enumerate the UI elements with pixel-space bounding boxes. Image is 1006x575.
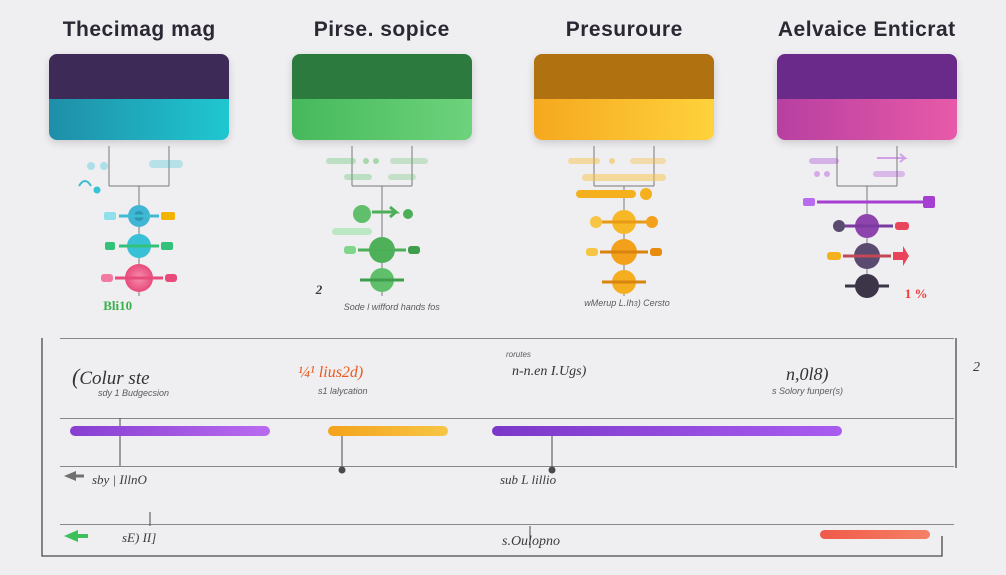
header-bottom [777,99,957,140]
col-aelvaice: Aelvaice Enticrat [758,18,977,326]
col-pirse: Pirse. sopice [273,18,492,326]
stem-area: Bli10 [49,146,229,326]
right-tick: 2 [973,360,980,376]
sub-label: wMerup L.Ih3) Cersto [584,298,669,308]
stem-svg [49,146,229,326]
header-top [49,54,229,99]
col-thecimag: Thecimag mag [30,18,249,326]
sub-label: Sode l wifford hands fos [344,302,440,312]
header-box [534,54,714,140]
header-bottom [292,99,472,140]
stem-area: 1 % [777,146,957,326]
header-bottom [49,99,229,140]
value-label: 2 [316,282,323,298]
header-box [777,54,957,140]
col-title: Presuroure [566,18,683,42]
value-label: Bli10 [103,298,132,314]
header-top [534,54,714,99]
col-title: Aelvaice Enticrat [778,18,956,42]
header-bottom [534,99,714,140]
stem-area: 2 Sode l wifford hands fos [292,146,472,326]
columns-wrap: Thecimag mag [0,0,1006,326]
header-box [292,54,472,140]
stem-svg [777,146,957,326]
col-title: Pirse. sopice [314,18,450,42]
value-label: 1 % [905,286,928,302]
stem-area: wMerup L.Ih3) Cersto [534,146,714,326]
arrows-svg [60,330,954,563]
timeline: (Colur ste sdy 1 Budgecsion ¼¹ lius2d) s… [60,330,954,563]
col-presuroure: Presuroure [515,18,734,326]
header-top [777,54,957,99]
header-top [292,54,472,99]
stem-svg [292,146,472,326]
col-title: Thecimag mag [63,18,216,42]
header-box [49,54,229,140]
